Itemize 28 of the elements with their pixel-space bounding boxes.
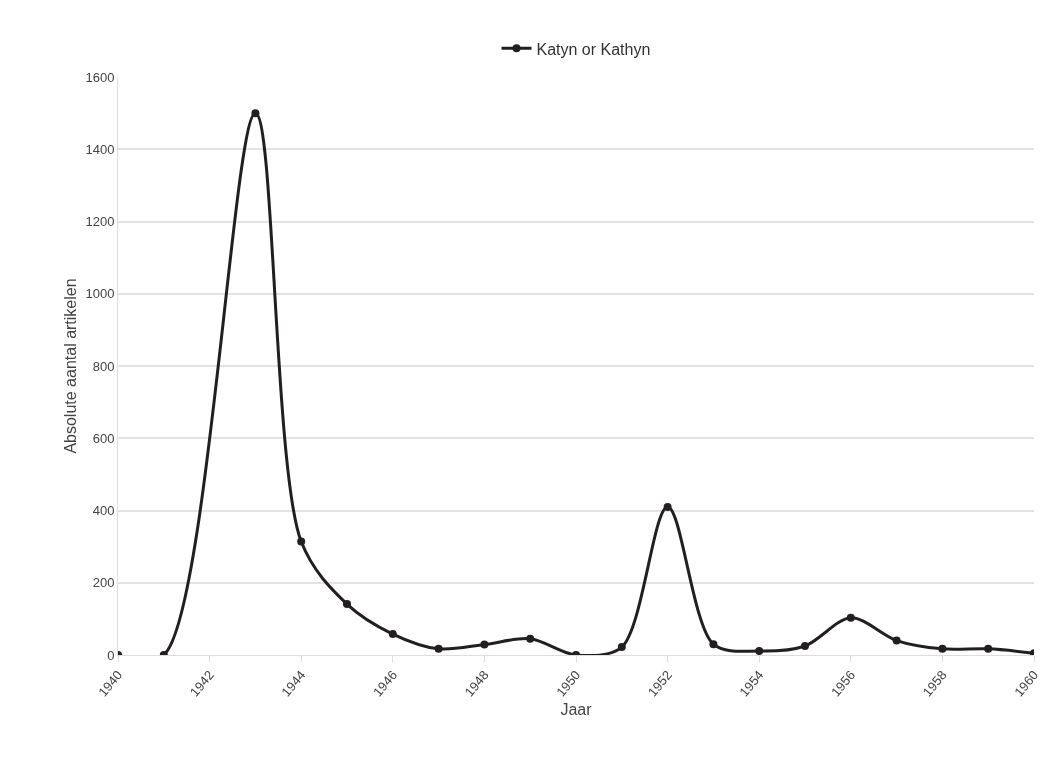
point (526, 634, 535, 643)
x-axis-title: Jaar (560, 701, 593, 719)
y-tick-label: 1600 (85, 69, 115, 85)
point (938, 644, 947, 653)
point (755, 647, 764, 655)
y-tick-label: 600 (92, 430, 115, 446)
point (663, 502, 672, 511)
y-tick-label: 1400 (85, 141, 115, 157)
y-axis-title: Absolute aantal artikelen (62, 278, 79, 454)
y-tick-label: 200 (92, 575, 115, 591)
legend-label: Katyn or Kathyn (536, 40, 651, 58)
point (251, 109, 260, 118)
point (984, 644, 993, 653)
point (846, 613, 855, 622)
y-tick-label: 800 (92, 358, 115, 374)
y-tick-label: 400 (92, 503, 115, 519)
point (801, 641, 809, 650)
point (892, 636, 901, 645)
point (709, 640, 718, 649)
y-tick-label: 1000 (85, 286, 115, 302)
point (480, 640, 489, 649)
y-tick-label: 1200 (85, 214, 115, 230)
point (434, 644, 443, 653)
point (388, 630, 397, 639)
point (343, 600, 351, 609)
point (297, 537, 306, 546)
point (617, 643, 626, 652)
y-tick-label: 0 (107, 647, 115, 663)
